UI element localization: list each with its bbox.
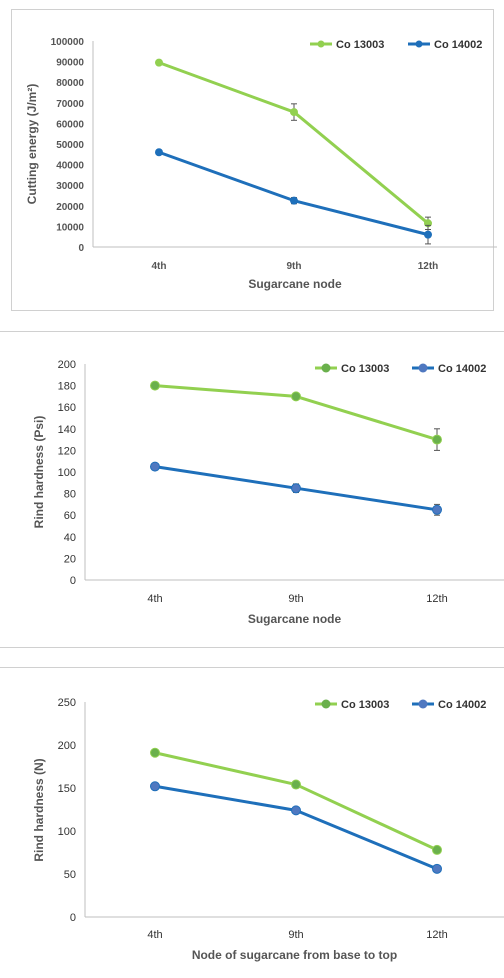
y-tick-label: 70000 bbox=[56, 99, 84, 110]
x-axis-title: Sugarcane node bbox=[248, 612, 342, 626]
data-point bbox=[290, 196, 298, 205]
x-tick-label: 9th bbox=[288, 929, 303, 941]
y-tick-label: 140 bbox=[58, 424, 76, 436]
series-line bbox=[154, 751, 438, 852]
y-tick-label: 160 bbox=[58, 402, 76, 414]
x-axis-title: Sugarcane node bbox=[248, 277, 342, 291]
y-axis-title: Rind hardness (N) bbox=[32, 758, 46, 861]
y-tick-label: 180 bbox=[58, 381, 76, 393]
data-point bbox=[155, 148, 163, 157]
legend-marker bbox=[415, 40, 423, 48]
data-point bbox=[432, 863, 442, 874]
legend-label: Co 14002 bbox=[438, 363, 486, 375]
chart-1-frame bbox=[11, 9, 494, 311]
data-point bbox=[290, 108, 298, 117]
legend-marker bbox=[418, 363, 428, 373]
y-tick-label: 50 bbox=[64, 869, 76, 881]
data-point bbox=[291, 391, 301, 402]
x-axis-title: Node of sugarcane from base to top bbox=[192, 948, 397, 962]
x-tick-label: 12th bbox=[426, 593, 447, 605]
legend-label: Co 14002 bbox=[438, 699, 486, 711]
y-tick-label: 50000 bbox=[56, 140, 84, 151]
data-point bbox=[424, 230, 432, 239]
legend-marker bbox=[317, 40, 325, 48]
x-tick-label: 12th bbox=[418, 261, 439, 272]
y-tick-label: 100000 bbox=[51, 37, 85, 48]
data-point bbox=[432, 504, 442, 515]
x-tick-label: 9th bbox=[288, 593, 303, 605]
data-point bbox=[291, 779, 301, 790]
y-tick-label: 150 bbox=[58, 783, 76, 795]
x-tick-label: 4th bbox=[152, 261, 167, 272]
data-point bbox=[155, 58, 163, 67]
data-point bbox=[150, 781, 160, 792]
chart-3-frame bbox=[0, 667, 504, 978]
legend-marker bbox=[321, 363, 331, 373]
y-tick-label: 120 bbox=[58, 445, 76, 457]
y-tick-label: 200 bbox=[58, 359, 76, 371]
y-tick-label: 90000 bbox=[56, 58, 84, 69]
data-point bbox=[432, 844, 442, 855]
legend-label: Co 14002 bbox=[434, 39, 482, 51]
y-tick-label: 250 bbox=[58, 697, 76, 709]
y-tick-label: 10000 bbox=[56, 222, 84, 233]
legend-marker bbox=[418, 699, 428, 709]
y-axis-title: Cutting energy (J/m²) bbox=[25, 84, 39, 205]
y-tick-label: 80000 bbox=[56, 78, 84, 89]
x-tick-label: 4th bbox=[147, 929, 162, 941]
series-line bbox=[154, 784, 438, 871]
data-point bbox=[291, 805, 301, 816]
x-tick-label: 12th bbox=[426, 929, 447, 941]
legend-label: Co 13003 bbox=[336, 39, 384, 51]
data-point bbox=[432, 434, 442, 445]
y-tick-label: 0 bbox=[70, 912, 76, 924]
y-tick-label: 40 bbox=[64, 532, 76, 544]
x-tick-label: 4th bbox=[147, 593, 162, 605]
y-tick-label: 60000 bbox=[56, 119, 84, 130]
data-point bbox=[150, 461, 160, 472]
y-tick-label: 0 bbox=[70, 575, 76, 587]
y-tick-label: 40000 bbox=[56, 161, 84, 172]
x-tick-label: 9th bbox=[287, 261, 302, 272]
y-axis-title: Rind hardness (Psi) bbox=[32, 416, 46, 529]
y-tick-label: 200 bbox=[58, 740, 76, 752]
data-point bbox=[150, 380, 160, 391]
y-tick-label: 30000 bbox=[56, 181, 84, 192]
data-point bbox=[291, 483, 301, 494]
legend-label: Co 13003 bbox=[341, 363, 389, 375]
y-tick-label: 80 bbox=[64, 489, 76, 501]
y-tick-label: 20000 bbox=[56, 202, 84, 213]
chart-2-frame bbox=[0, 331, 504, 648]
series-line bbox=[158, 150, 429, 237]
y-tick-label: 100 bbox=[58, 826, 76, 838]
data-point bbox=[150, 747, 160, 758]
y-tick-label: 60 bbox=[64, 510, 76, 522]
y-tick-label: 20 bbox=[64, 553, 76, 565]
legend-label: Co 13003 bbox=[341, 699, 389, 711]
y-tick-label: 0 bbox=[78, 243, 84, 254]
y-tick-label: 100 bbox=[58, 467, 76, 479]
legend-marker bbox=[321, 699, 331, 709]
